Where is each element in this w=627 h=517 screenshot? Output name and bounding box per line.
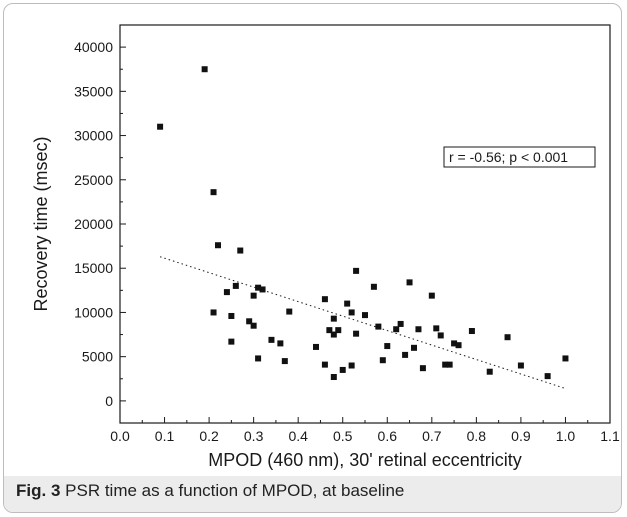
data-point [313,343,319,350]
data-point [201,66,208,73]
data-point [419,365,426,372]
data-point [442,361,449,368]
figure-frame [3,3,622,513]
caption-text: PSR time as a function of MPOD, at basel… [65,481,405,500]
data-point [406,279,413,286]
data-point [250,292,257,299]
data-point [353,330,360,337]
data-point [362,312,368,319]
y-tick-label: 20000 [74,216,113,232]
data-point [335,327,342,334]
data-point [255,284,262,291]
data-point [486,368,493,375]
data-point [321,296,328,303]
x-axis: 0.0 0.1 0.2 0.3 0.4 0.5 0.6 0.7 0.8 0.9 1.0 1.1 [110,417,620,444]
data-point [455,342,462,349]
data-points [157,66,569,381]
data-point [353,267,360,274]
data-point [250,322,257,329]
data-point [344,300,351,307]
y-tick-label: 25000 [74,172,113,188]
x-tick-label: 0.1 [155,428,175,444]
data-point [517,362,524,369]
y-axis: 0 5000 10000 15000 20000 25000 30000 35000 40000 [74,39,126,409]
data-point [433,325,440,332]
data-point [415,326,422,333]
figure-label: Fig. 3 [16,481,61,500]
x-tick-label: 0.7 [422,428,442,444]
data-point [411,344,417,351]
data-point [215,242,221,249]
annotation-text: r = -0.56; p < 0.001 [449,149,568,165]
data-point [223,289,230,296]
data-point [544,373,551,380]
x-tick-label: 0.3 [244,428,264,444]
y-tick-label: 10000 [74,304,113,320]
x-axis-title: MPOD (460 nm), 30' retinal eccentricity [208,450,522,470]
data-point [468,328,475,335]
x-tick-label: 0.5 [333,428,353,444]
data-point [339,366,346,373]
x-tick-label: 0.2 [199,428,219,444]
scatter-chart: 0.0 0.1 0.2 0.3 0.4 0.5 0.6 0.7 0.8 0.9 1.0 1.1 0 50… [31,24,620,470]
y-tick-label: 0 [105,393,113,409]
data-point [330,374,337,381]
data-point [228,338,235,345]
data-point [232,282,239,289]
data-point [157,123,164,130]
data-point [348,309,355,316]
x-tick-label: 0.8 [467,428,487,444]
plot-area [119,24,611,424]
data-point [330,315,337,322]
data-point [237,247,244,254]
data-point [286,308,293,315]
data-point [393,326,400,333]
y-tick-label: 35000 [74,83,113,99]
data-point [437,332,444,339]
data-point [384,343,391,350]
data-point [259,286,266,293]
data-point [504,334,511,341]
data-point [451,340,458,347]
x-tick-label: 0.0 [110,428,130,444]
data-point [277,340,284,347]
data-point [370,283,377,290]
data-point [228,312,235,319]
data-point [255,355,262,362]
data-point [210,309,217,316]
data-point [428,292,435,299]
data-point [210,189,217,196]
y-tick-label: 5000 [82,349,113,365]
x-tick-label: 1.1 [600,428,620,444]
data-point [321,361,328,368]
data-point [397,320,404,327]
y-tick-label: 40000 [74,39,113,55]
data-point [326,327,333,334]
data-point [268,336,275,343]
data-point [562,355,569,362]
data-point [246,318,253,325]
x-tick-label: 1.0 [556,428,576,444]
trend-line [159,256,566,389]
annotation-box [443,146,596,168]
x-tick-label: 0.9 [511,428,531,444]
y-tick-label: 15000 [74,260,113,276]
data-point [402,351,409,358]
data-point [375,323,382,330]
y-tick-label: 30000 [74,128,113,144]
y-axis-title: Recovery time (msec) [31,136,51,311]
data-point [330,331,337,338]
data-point [348,362,355,369]
x-tick-label: 0.6 [378,428,398,444]
data-point [379,357,386,364]
figure-caption: Fig. 3 PSR time as a function of MPOD, a… [4,476,621,512]
data-point [446,361,453,368]
x-tick-label: 0.4 [288,428,308,444]
data-point [281,358,288,365]
